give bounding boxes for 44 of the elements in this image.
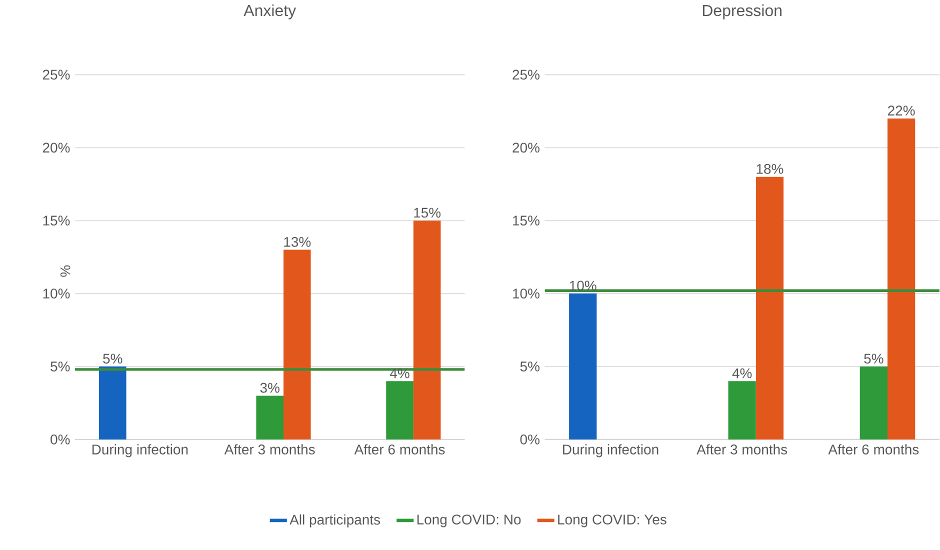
- y-tick-label: 0%: [520, 434, 540, 444]
- bar: [386, 380, 414, 440]
- y-tick-label: 10%: [43, 288, 70, 298]
- bar: [99, 366, 126, 440]
- x-tick-label: After 3 months: [696, 444, 788, 454]
- legend-label: Long COVID: Yes: [558, 514, 666, 528]
- x-tick-label: During infection: [563, 444, 658, 458]
- data-label: 18%: [756, 164, 784, 174]
- data-label: 5%: [864, 354, 884, 364]
- data-label: 13%: [284, 236, 311, 247]
- y-tick-label: 25%: [42, 70, 70, 80]
- data-label: 10%: [570, 280, 596, 290]
- x-tick-label: After 3 months: [224, 444, 315, 454]
- data-label: 4%: [390, 368, 410, 378]
- y-tick-label: 25%: [512, 70, 540, 80]
- x-tick-label: After 6 months: [828, 444, 919, 454]
- chart-title: Depression: [702, 4, 782, 20]
- data-label: 5%: [103, 354, 122, 364]
- bar: [413, 220, 441, 440]
- y-tick-label: 20%: [42, 142, 70, 152]
- y-tick-label: 15%: [513, 215, 540, 226]
- bar: [860, 366, 888, 440]
- data-label: 3%: [260, 382, 280, 393]
- y-tick-label: 20%: [512, 142, 540, 152]
- bar: [728, 380, 756, 440]
- y-tick-label: 0%: [50, 434, 70, 444]
- y-axis-title: %: [60, 265, 70, 277]
- data-label: 4%: [732, 368, 752, 378]
- x-tick-label: During infection: [92, 444, 188, 458]
- data-label: 15%: [414, 208, 441, 218]
- bar: [284, 250, 311, 440]
- y-tick-label: 5%: [50, 361, 70, 372]
- bar: [256, 395, 284, 440]
- y-tick-label: 5%: [520, 361, 540, 372]
- y-tick-label: 10%: [513, 288, 540, 298]
- legend-label: Long COVID: No: [417, 514, 521, 528]
- bar: [756, 176, 784, 440]
- bar: [887, 118, 916, 440]
- x-tick-label: After 6 months: [354, 444, 445, 454]
- bar: [569, 293, 597, 440]
- data-label: 22%: [888, 105, 915, 116]
- chart-title: Anxiety: [244, 4, 296, 20]
- legend-label: All participants: [290, 514, 380, 528]
- y-tick-label: 15%: [43, 215, 70, 226]
